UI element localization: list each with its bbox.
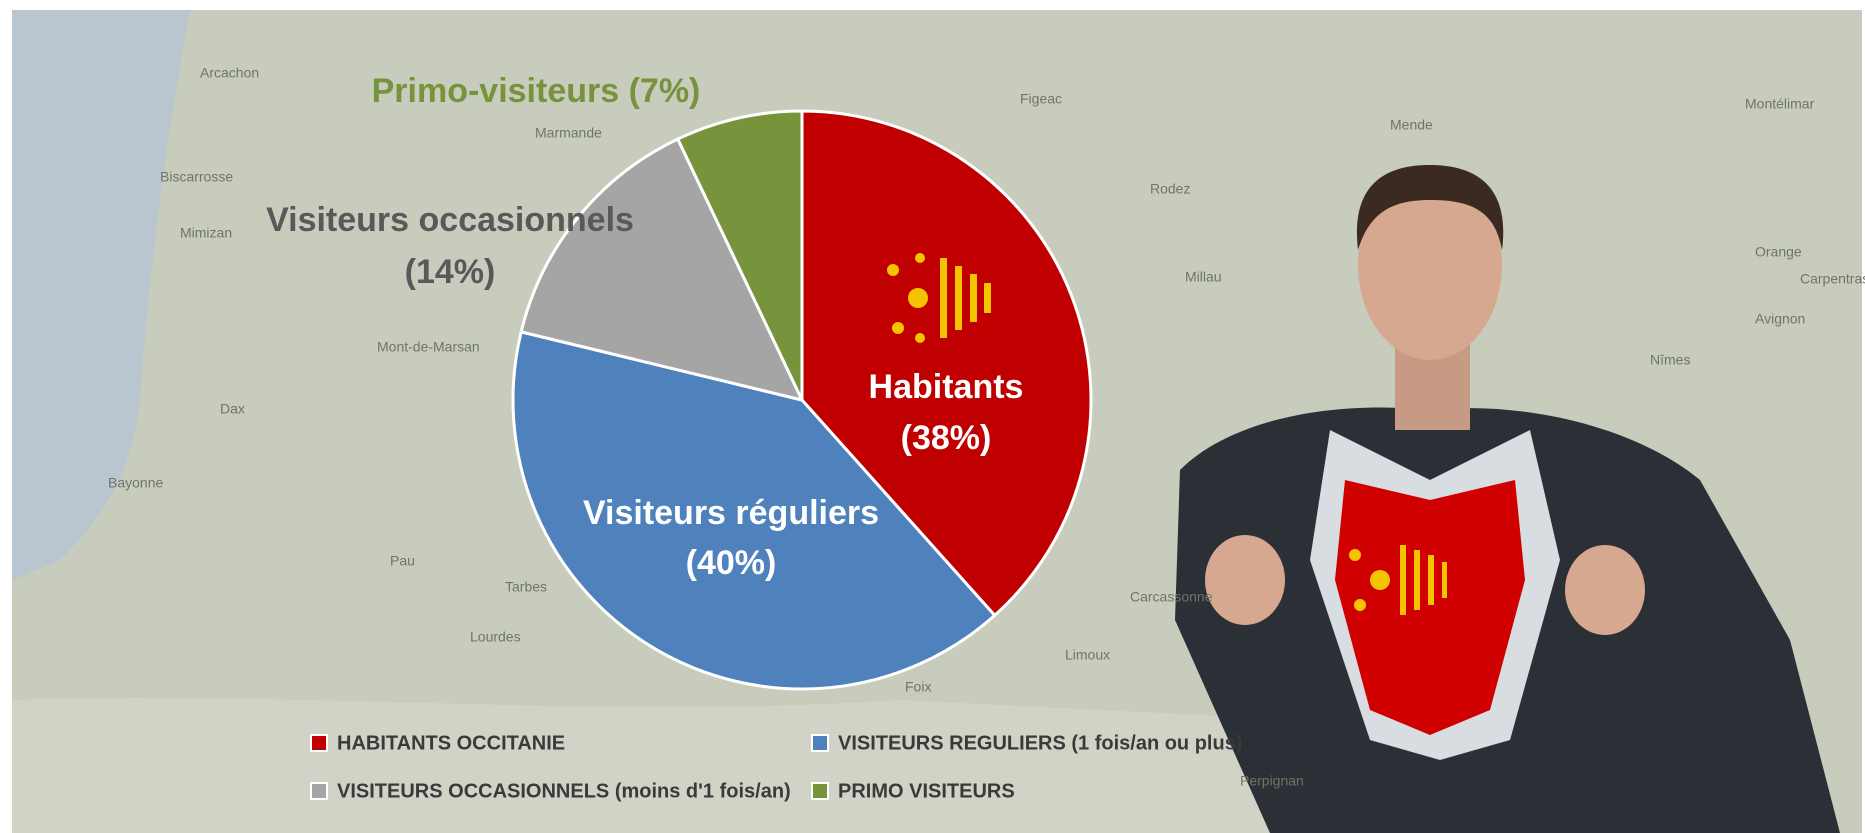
map-label: Nîmes: [1650, 352, 1690, 368]
slice-value: (14%): [405, 253, 496, 291]
legend-label: VISITEURS REGULIERS (1 fois/an ou plus): [838, 732, 1242, 754]
slice-value: (7%): [629, 72, 701, 110]
emblem: [887, 253, 991, 343]
slice-labels: Habitants (38%) Visiteurs réguliers (40%) Vi…: [266, 72, 1023, 582]
map-label: Mont-de-Marsan: [377, 339, 480, 355]
map-label: Figeac: [1020, 91, 1062, 107]
map-label: Carcassonne: [1130, 589, 1213, 605]
emblem-dot: [892, 322, 904, 334]
slice-name: Visiteurs occasionnels: [266, 201, 634, 239]
man-figure: [1175, 165, 1840, 833]
legend-swatch: [811, 782, 829, 800]
legend: HABITANTS OCCITANIE VISITEURS REGULIERS (…: [310, 732, 1242, 802]
hand-left: [1205, 535, 1285, 625]
hair: [1356, 165, 1504, 250]
map-label: Rodez: [1150, 181, 1190, 197]
slice-name: Habitants: [869, 368, 1024, 406]
slice-value: (40%): [686, 544, 777, 582]
map-label: Arcachon: [200, 65, 259, 81]
map-label: Mende: [1390, 117, 1433, 133]
map-label: Montélimar: [1745, 96, 1815, 112]
legend-swatch: [310, 782, 328, 800]
slice-name: Primo-visiteurs: [372, 72, 620, 110]
legend-swatch: [310, 734, 328, 752]
emblem-bar: [955, 266, 962, 330]
map-label: Dax: [220, 401, 245, 417]
slice-name: Visiteurs réguliers: [583, 494, 879, 532]
legend-swatch: [811, 734, 829, 752]
map-label: Perpignan: [1240, 773, 1304, 789]
map-label: Marmande: [535, 125, 602, 141]
emblem-bar: [984, 283, 991, 313]
mountains: [12, 697, 1300, 833]
pie: [511, 109, 1093, 691]
map-label: Pau: [390, 553, 415, 569]
emblem-shirt: [1349, 545, 1447, 615]
pie-slice: [675, 109, 804, 401]
emblem-dot: [887, 264, 899, 276]
legend-label: VISITEURS OCCASIONNELS (moins d'1 fois/a…: [337, 780, 791, 802]
emblem-dot: [908, 288, 928, 308]
pie-slice: [519, 137, 805, 403]
map-label: Foix: [905, 679, 931, 695]
pie-slice: [800, 109, 1093, 618]
hand-right: [1565, 545, 1645, 635]
map-label: Orange: [1755, 244, 1802, 260]
emblem-dot: [915, 253, 925, 263]
pie-slice: [511, 330, 997, 691]
map-label: Carpentras: [1800, 271, 1865, 287]
red-shirt: [1335, 480, 1525, 735]
slice-label: Primo-visiteurs (7%): [372, 72, 701, 110]
map-label: Bayonne: [108, 475, 163, 491]
head: [1358, 170, 1502, 360]
sea: [12, 10, 190, 580]
legend-label: HABITANTS OCCITANIE: [337, 732, 565, 754]
map-label: Millau: [1185, 269, 1222, 285]
map-label: Limoux: [1065, 647, 1110, 663]
emblem-dot: [915, 333, 925, 343]
legend-label: PRIMO VISITEURS: [838, 780, 1015, 802]
emblem-bar: [970, 274, 977, 322]
map-label: Biscarrosse: [160, 169, 233, 185]
map-labels: Arcachon Biscarrosse Mimizan Marmande Figeac…: [108, 65, 1865, 789]
map-label: Mimizan: [180, 225, 232, 241]
emblem-bar: [940, 258, 947, 338]
map-label: Avignon: [1755, 311, 1805, 327]
map-label: Tarbes: [505, 579, 547, 595]
slice-value: (38%): [901, 419, 992, 457]
map-label: Lourdes: [470, 629, 521, 645]
